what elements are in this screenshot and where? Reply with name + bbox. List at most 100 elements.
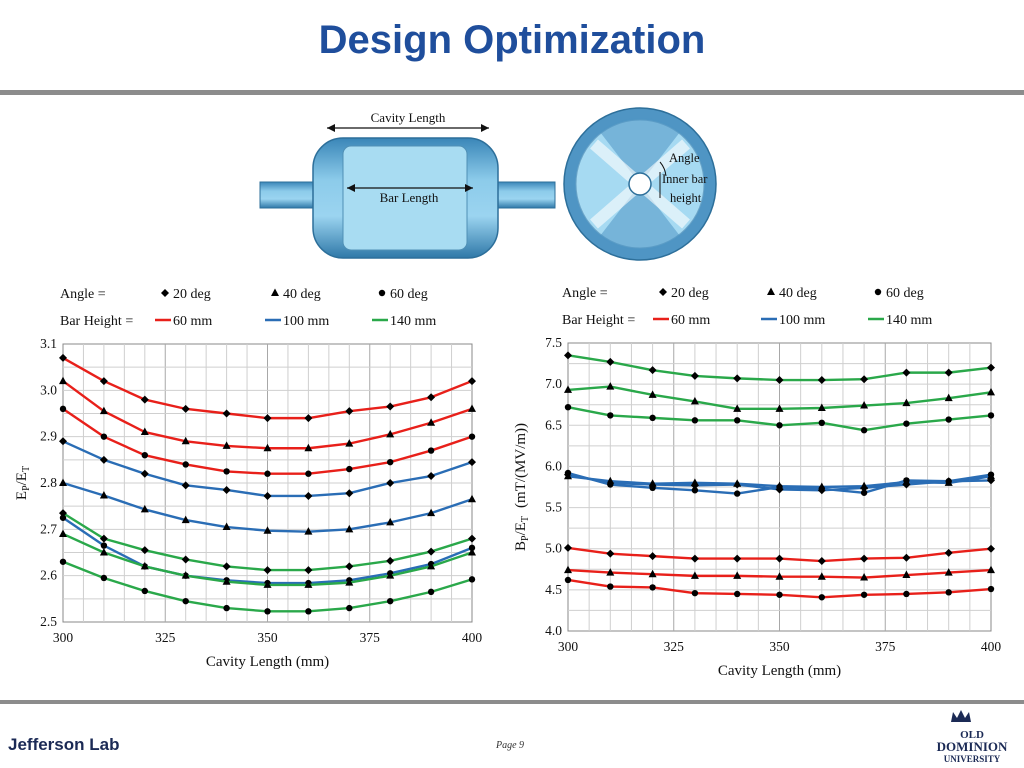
- data-point: [140, 469, 149, 478]
- data-point: [776, 483, 783, 491]
- data-point: [387, 597, 394, 605]
- series-60mm-diamond: [564, 543, 995, 566]
- data-point: [734, 490, 741, 497]
- data-point: [263, 414, 272, 423]
- data-point: [776, 422, 783, 429]
- data-point: [181, 555, 190, 564]
- data-point: [690, 371, 699, 380]
- x-tick-label: 325: [664, 639, 685, 654]
- data-point: [817, 376, 826, 385]
- cavity-diagram: Cavity Length Bar Length: [259, 110, 556, 259]
- x-tick-label: 300: [558, 639, 579, 654]
- data-point: [564, 469, 572, 477]
- data-point: [181, 481, 190, 490]
- y-tick-label: 4.0: [545, 623, 562, 638]
- data-point: [987, 387, 995, 396]
- data-point: [987, 544, 995, 553]
- data-point: [944, 368, 953, 377]
- page-number: Page 9: [496, 740, 525, 751]
- data-point: [59, 376, 67, 385]
- legend-bar-height-prefix: Bar Height =: [60, 314, 133, 329]
- legend-marker-triangle: [767, 287, 775, 295]
- ep-et-chart: Angle = 20 deg 40 deg 60 deg Bar Height = 60 …: [14, 287, 483, 670]
- y-tick-label: 4.5: [545, 582, 562, 597]
- data-point: [59, 558, 67, 565]
- y-tick-label: 7.5: [545, 335, 562, 350]
- data-point: [944, 393, 953, 402]
- data-point: [775, 376, 784, 385]
- series-100mm-diamond: [59, 437, 476, 500]
- data-point: [817, 557, 826, 566]
- y-axis-label: BP/ET(mT/(MV/m)): [513, 423, 531, 551]
- data-point: [100, 433, 108, 440]
- data-point: [649, 584, 656, 591]
- data-point: [427, 472, 436, 481]
- beam-pipe-right: [492, 181, 556, 209]
- data-point: [648, 552, 657, 561]
- data-point: [100, 542, 108, 549]
- x-tick-label: 300: [53, 630, 74, 645]
- data-point: [100, 574, 108, 582]
- data-point: [346, 465, 353, 473]
- y-tick-label: 3.1: [40, 336, 57, 351]
- bar-length-label: Bar Length: [380, 190, 439, 205]
- data-point: [222, 522, 231, 531]
- y-tick-label: 2.9: [40, 429, 57, 444]
- y-tick-label: 2.8: [40, 475, 57, 490]
- series-140mm-triangle: [59, 529, 476, 588]
- crown-icon: [951, 710, 971, 722]
- legend-angle-3: 60 deg: [886, 286, 924, 301]
- data-point: [903, 420, 910, 427]
- data-point: [427, 393, 436, 402]
- data-point: [945, 478, 952, 485]
- data-point: [59, 514, 67, 521]
- data-point: [222, 562, 231, 571]
- data-point: [734, 417, 741, 424]
- series-60mm-circle: [564, 576, 995, 601]
- data-point: [860, 573, 869, 581]
- data-point: [427, 561, 436, 570]
- footer-divider: [0, 700, 1024, 704]
- data-point: [59, 437, 67, 446]
- data-point: [468, 377, 476, 386]
- legend-angle-2: 40 deg: [283, 287, 321, 302]
- series-100mm-triangle: [59, 478, 476, 535]
- data-point: [690, 554, 699, 563]
- data-point: [345, 407, 354, 416]
- data-point: [606, 549, 615, 558]
- plot-grid: [62, 343, 473, 623]
- data-point: [903, 477, 910, 484]
- data-point: [304, 443, 313, 452]
- data-point: [304, 580, 313, 588]
- data-point: [564, 403, 572, 411]
- data-point: [99, 534, 108, 543]
- chart-legend: Angle = 20 deg 40 deg 60 deg Bar Height = 60 …: [60, 287, 436, 329]
- data-point: [386, 479, 395, 487]
- y-tick-label: 5.5: [545, 500, 562, 515]
- series-140mm-diamond: [59, 509, 476, 575]
- data-point: [59, 509, 67, 518]
- data-point: [263, 566, 272, 575]
- series-140mm-triangle: [564, 382, 995, 412]
- legend-angle-prefix: Angle =: [562, 286, 608, 301]
- x-tick-label: 350: [769, 639, 790, 654]
- title-divider: [0, 90, 1024, 95]
- legend-angle-1: 20 deg: [671, 286, 709, 301]
- data-point: [59, 529, 67, 537]
- x-tick-label: 400: [462, 630, 483, 645]
- data-point: [99, 377, 108, 386]
- legend-bar-height-3: 140 mm: [886, 313, 932, 328]
- data-point: [345, 524, 354, 533]
- data-point: [264, 608, 271, 615]
- data-point: [606, 357, 615, 366]
- data-point: [59, 405, 67, 413]
- legend-marker-circle: [378, 289, 386, 297]
- data-point: [99, 491, 108, 499]
- legend-marker-diamond: [659, 288, 667, 296]
- x-tick-label: 375: [360, 630, 381, 645]
- chart-legend: Angle = 20 deg 40 deg 60 deg Bar Height = 60 …: [562, 286, 932, 328]
- data-point: [468, 494, 476, 503]
- data-point: [860, 401, 869, 409]
- data-point: [182, 461, 189, 468]
- data-point: [902, 368, 911, 377]
